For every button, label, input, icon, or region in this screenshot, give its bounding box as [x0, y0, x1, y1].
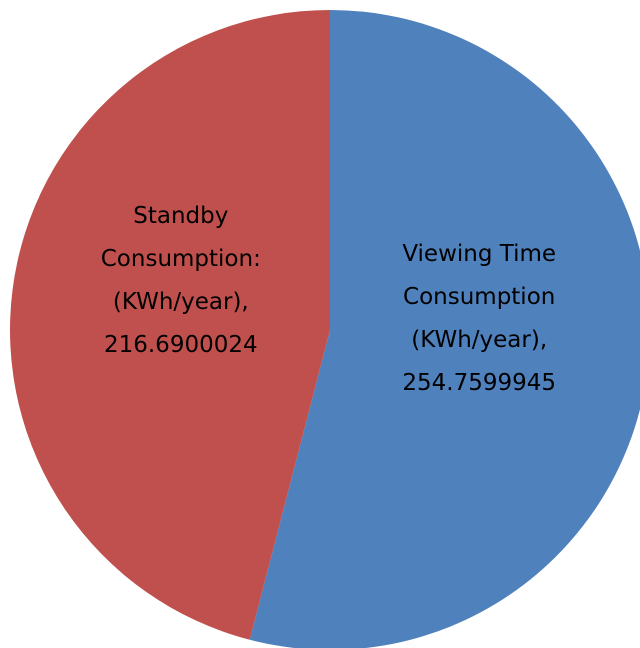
- slice-label-name: Standby Consumption: (KWh/year),: [100, 202, 261, 315]
- slice-label: Viewing Time Consumption (KWh/year), 254.…: [379, 233, 579, 405]
- slice-label: Standby Consumption: (KWh/year), 216.6900…: [81, 195, 281, 367]
- pie-slice: [249, 10, 640, 648]
- pie-slice: [9, 10, 330, 640]
- slice-label-value: 254.7599945: [402, 370, 557, 397]
- slice-label-name: Viewing Time Consumption (KWh/year),: [402, 241, 557, 354]
- slice-label-value: 216.6900024: [103, 331, 258, 358]
